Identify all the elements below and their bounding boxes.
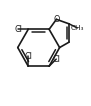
Text: CH₃: CH₃ <box>71 25 84 31</box>
Text: Cl: Cl <box>52 55 60 64</box>
Text: Cl: Cl <box>14 25 22 34</box>
Text: O: O <box>53 15 60 24</box>
Text: Cl: Cl <box>24 52 32 61</box>
